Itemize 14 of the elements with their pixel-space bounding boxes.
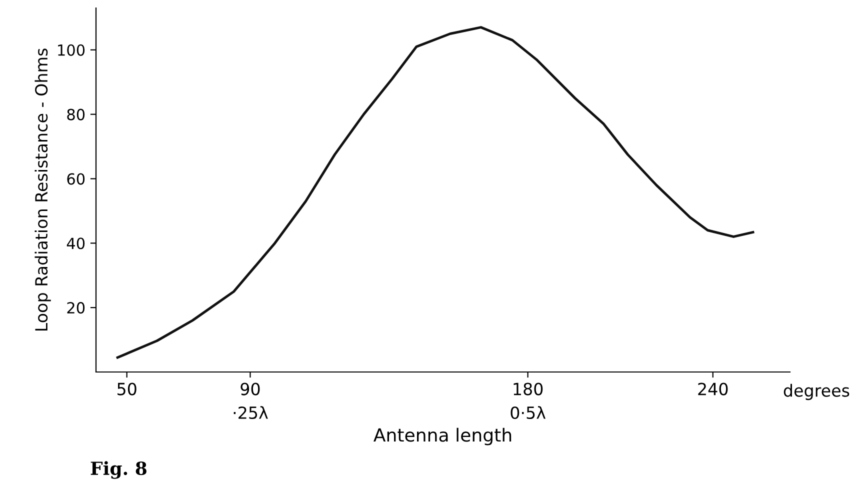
y-tick-label: 100 xyxy=(58,44,85,56)
x-axis-title: Antenna length xyxy=(374,428,512,446)
x-tick-label: 180 0·5λ xyxy=(510,382,546,420)
x-tick-label: 240 xyxy=(698,382,728,396)
text: degrees xyxy=(784,384,850,400)
x-tick-label: 50 xyxy=(118,382,136,396)
y-axis-title: Loop Radiation Resistance - Ohms xyxy=(34,48,51,331)
caption: Fig. 8 xyxy=(90,461,146,479)
y-tick-label: 60 xyxy=(67,173,85,185)
y-tick-label: 40 xyxy=(66,238,85,250)
y-tick-label: 20 xyxy=(67,302,85,314)
x-tick-label: 90 ·25λ xyxy=(234,382,268,420)
y-tick-label: 80 xyxy=(67,108,85,120)
line-series xyxy=(116,26,754,359)
